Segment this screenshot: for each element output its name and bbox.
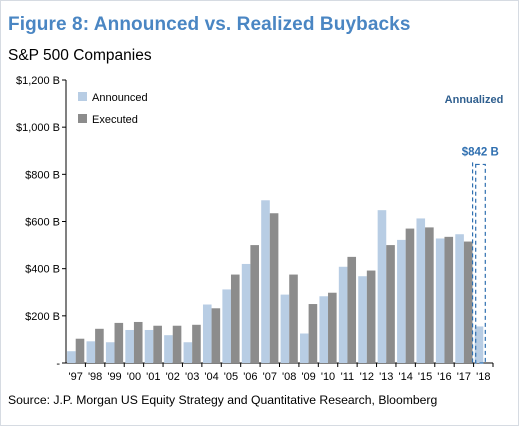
bar-executed-19 bbox=[444, 236, 454, 363]
source-note: Source: J.P. Morgan US Equity Strategy a… bbox=[8, 393, 438, 407]
bar-announced-7 bbox=[202, 304, 212, 363]
x-tick-label: '14 bbox=[398, 371, 412, 383]
bar-executed-8 bbox=[230, 274, 240, 363]
bar-announced-5 bbox=[164, 335, 173, 363]
legend-label-announced: Announced bbox=[92, 92, 148, 104]
x-tick-label: '01 bbox=[146, 371, 160, 383]
bar-executed-10 bbox=[269, 213, 279, 363]
x-tick-label: '02 bbox=[166, 371, 180, 383]
bar-executed-9 bbox=[250, 245, 259, 363]
y-tick-label: $1,200 B bbox=[16, 75, 60, 87]
bar-announced-11 bbox=[280, 294, 290, 363]
x-tick-label: '99 bbox=[107, 371, 121, 383]
annualized-value-label: $842 B bbox=[462, 146, 499, 158]
bar-executed-20 bbox=[463, 241, 473, 363]
x-tick-label: '16 bbox=[437, 371, 451, 383]
bar-announced-8 bbox=[222, 289, 231, 363]
bar-executed-4 bbox=[153, 325, 162, 363]
bar-announced-12 bbox=[300, 333, 309, 363]
bar-executed-15 bbox=[366, 270, 376, 363]
x-tick-label: '11 bbox=[341, 371, 355, 383]
x-tick-label: '98 bbox=[88, 371, 102, 383]
bar-announced-3 bbox=[125, 329, 134, 363]
x-tick-label: '00 bbox=[127, 371, 141, 383]
bar-executed-2 bbox=[114, 322, 124, 363]
bar-announced-1 bbox=[86, 341, 96, 363]
bar-executed-18 bbox=[425, 227, 434, 363]
annualized-bar-outline bbox=[475, 163, 486, 364]
bar-announced-9 bbox=[241, 263, 251, 363]
bar-executed-1 bbox=[95, 328, 104, 363]
bar-executed-14 bbox=[347, 256, 357, 363]
bar-executed-11 bbox=[289, 274, 298, 363]
x-tick-label: '97 bbox=[69, 371, 83, 383]
y-tick-label: $1,000 B bbox=[16, 122, 60, 134]
bar-announced-2 bbox=[105, 342, 115, 363]
x-tick-label: '05 bbox=[224, 371, 238, 383]
x-tick-label: '13 bbox=[379, 371, 393, 383]
x-tick-label: '08 bbox=[282, 371, 296, 383]
bar-announced-20 bbox=[455, 234, 464, 363]
x-tick-label: '03 bbox=[185, 371, 199, 383]
bar-announced-21 bbox=[474, 326, 484, 363]
y-tick-label: $600 B bbox=[25, 217, 60, 229]
bar-executed-17 bbox=[405, 228, 415, 363]
figure-title: Figure 8: Announced vs. Realized Buyback… bbox=[8, 14, 411, 35]
bar-executed-3 bbox=[133, 321, 143, 363]
bar-announced-18 bbox=[416, 218, 426, 363]
x-tick-label: '06 bbox=[243, 371, 257, 383]
y-tick-label: - bbox=[56, 358, 60, 370]
legend-label-executed: Executed bbox=[92, 114, 138, 126]
figure-subtitle: S&P 500 Companies bbox=[8, 47, 152, 64]
x-tick-label: '15 bbox=[418, 371, 432, 383]
x-tick-label: '10 bbox=[321, 371, 335, 383]
bar-executed-6 bbox=[192, 324, 201, 363]
x-tick-label: '18 bbox=[476, 371, 490, 383]
x-tick-label: '12 bbox=[360, 371, 374, 383]
legend-swatch-announced bbox=[78, 92, 87, 101]
bar-executed-0 bbox=[75, 338, 85, 363]
bar-executed-7 bbox=[211, 308, 221, 363]
bar-executed-13 bbox=[328, 292, 337, 363]
x-tick-label: '17 bbox=[457, 371, 471, 383]
bar-announced-4 bbox=[144, 329, 154, 363]
x-tick-label: '09 bbox=[301, 371, 315, 383]
y-tick-label: $800 B bbox=[25, 169, 60, 181]
bar-announced-14 bbox=[338, 266, 348, 363]
bar-announced-0 bbox=[67, 351, 76, 363]
bar-executed-12 bbox=[308, 304, 318, 363]
legend-swatch-executed bbox=[78, 114, 87, 123]
bar-announced-17 bbox=[397, 239, 406, 363]
x-tick-label: '04 bbox=[204, 371, 218, 383]
x-tick-label: '07 bbox=[263, 371, 277, 383]
bar-executed-16 bbox=[386, 245, 395, 363]
bar-announced-6 bbox=[183, 342, 193, 363]
y-tick-label: $200 B bbox=[25, 311, 60, 323]
bar-announced-13 bbox=[319, 296, 329, 363]
y-tick-label: $400 B bbox=[25, 264, 60, 276]
bar-executed-5 bbox=[172, 325, 182, 363]
bar-announced-19 bbox=[435, 238, 445, 363]
bar-announced-15 bbox=[358, 276, 367, 363]
bar-announced-10 bbox=[261, 200, 270, 363]
bar-announced-16 bbox=[377, 210, 387, 363]
annualized-label: Annualized bbox=[445, 94, 504, 106]
